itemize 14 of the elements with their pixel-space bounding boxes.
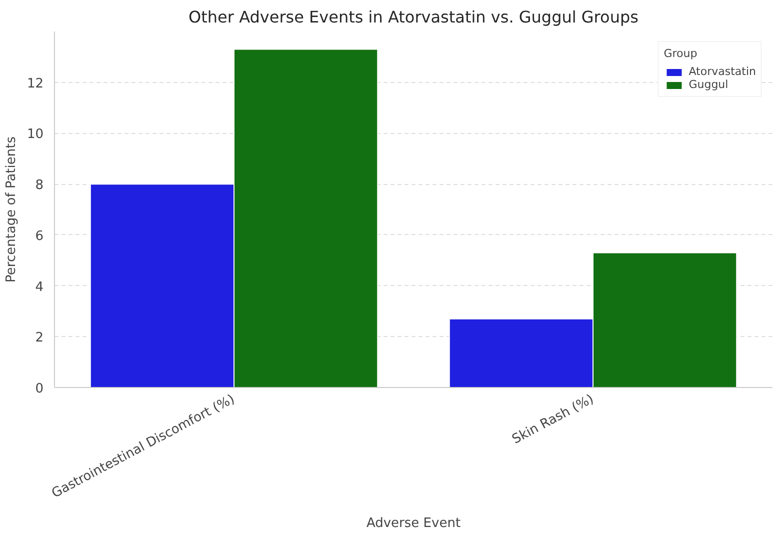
legend-label: Guggul [688, 78, 728, 91]
y-tick-label: 4 [35, 280, 44, 295]
y-tick-label: 0 [35, 382, 44, 396]
x-axis-title: Adverse Event [366, 516, 461, 532]
legend-title: Group [664, 47, 698, 60]
y-tick-label: 6 [35, 228, 44, 244]
x-tick-label: Skin Rash (%) [510, 392, 596, 448]
y-tick-label: 10 [26, 127, 44, 142]
y-tick-label: 12 [26, 76, 44, 92]
y-axis-title: Percentage of Patients [4, 136, 19, 282]
y-tick-label: 2 [35, 330, 44, 346]
y-tick-label: 8 [35, 178, 44, 194]
legend-label: Atorvastatin [688, 65, 756, 78]
chart-title: Other Adverse Events in Atorvastatin vs. Guggul Groups [188, 8, 638, 26]
